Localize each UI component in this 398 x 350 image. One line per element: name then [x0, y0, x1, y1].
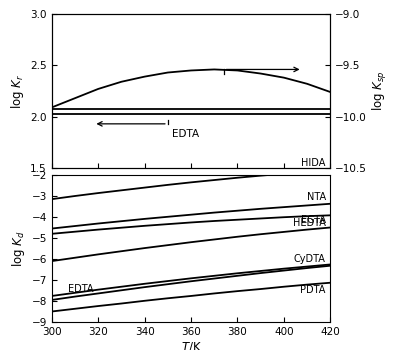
Text: NTA: NTA — [306, 192, 326, 202]
Text: HEDTA: HEDTA — [293, 218, 326, 228]
Text: CyDTA: CyDTA — [294, 254, 326, 264]
Y-axis label: log $K_r$: log $K_r$ — [9, 74, 26, 108]
Text: EGTA: EGTA — [301, 215, 326, 225]
X-axis label: $T$/K: $T$/K — [181, 340, 201, 350]
Text: PDTA: PDTA — [300, 285, 326, 295]
Text: EDTA: EDTA — [68, 285, 94, 294]
Y-axis label: log $K_d$: log $K_d$ — [10, 230, 27, 267]
Y-axis label: log $K_{sp}$: log $K_{sp}$ — [371, 71, 389, 111]
Text: HIDA: HIDA — [301, 158, 326, 168]
Text: EDTA: EDTA — [172, 129, 199, 139]
